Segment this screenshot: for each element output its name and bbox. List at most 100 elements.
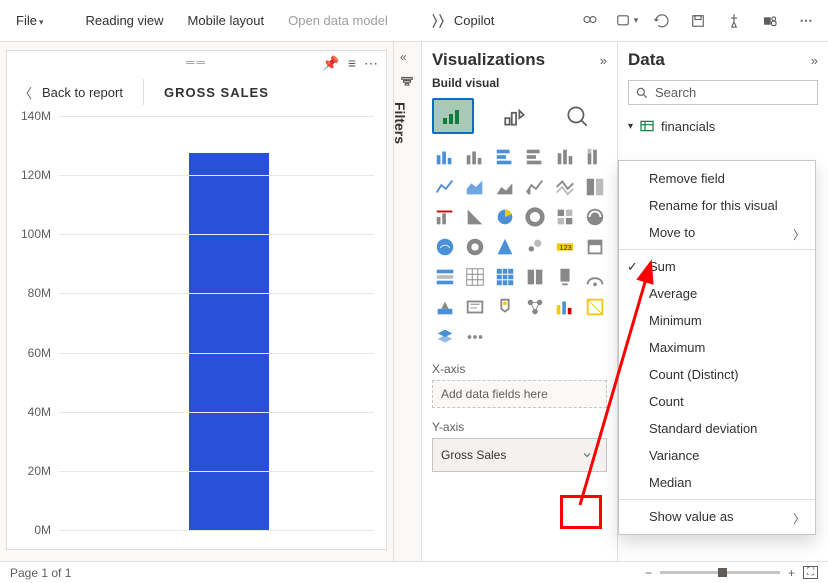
expand-filters-icon[interactable]: «: [400, 50, 407, 64]
visualizations-pane: Visualizations » Build visual 123 X-axis…: [422, 42, 618, 562]
y-axis-field-chip[interactable]: Gross Sales: [432, 438, 607, 472]
visual-type-icon[interactable]: [552, 204, 578, 230]
mobile-layout-button[interactable]: Mobile layout: [178, 9, 275, 32]
menu-average[interactable]: Average: [619, 280, 815, 307]
visual-type-icon[interactable]: [462, 174, 488, 200]
copilot-icon: [428, 11, 448, 31]
menu-variance[interactable]: Variance: [619, 442, 815, 469]
visual-type-icon[interactable]: [462, 294, 488, 320]
pin-icon[interactable]: [718, 5, 750, 37]
visual-type-icon[interactable]: [552, 144, 578, 170]
search-icon: [635, 86, 649, 100]
menu-minimum[interactable]: Minimum: [619, 307, 815, 334]
visual-type-icon[interactable]: [522, 204, 548, 230]
menu-move-to[interactable]: Move to〉: [619, 219, 815, 246]
format-visual-tab[interactable]: [494, 98, 536, 134]
reading-view-button[interactable]: Reading view: [75, 9, 173, 32]
teams-icon[interactable]: [754, 5, 786, 37]
visual-type-icon[interactable]: [432, 324, 458, 350]
collapse-data-icon[interactable]: »: [811, 53, 818, 68]
filters-label: Filters: [392, 102, 408, 144]
table-icon: [639, 118, 655, 134]
visual-type-icon[interactable]: [432, 204, 458, 230]
visual-type-icon[interactable]: [432, 174, 458, 200]
visual-type-icon[interactable]: [492, 264, 518, 290]
visual-type-icon[interactable]: [432, 264, 458, 290]
menu-remove-field[interactable]: Remove field: [619, 165, 815, 192]
filter-visual-icon[interactable]: ≡: [348, 55, 356, 72]
visual-type-icon[interactable]: [552, 294, 578, 320]
chevron-down-icon: ▾: [628, 121, 633, 132]
visual-type-icon[interactable]: [462, 324, 488, 350]
visual-type-icon[interactable]: [432, 234, 458, 260]
chevron-right-icon: 〉: [793, 510, 805, 527]
copilot-button[interactable]: Copilot: [420, 11, 502, 31]
chevron-right-icon: 〉: [793, 226, 805, 243]
app-toolbar: File▾ Reading view Mobile layout Open da…: [0, 0, 828, 42]
visual-type-icon[interactable]: [492, 204, 518, 230]
fit-to-page-button[interactable]: ⛶: [803, 566, 818, 579]
refresh-icon[interactable]: [646, 5, 678, 37]
visual-type-icon[interactable]: [462, 144, 488, 170]
filters-pane-collapsed[interactable]: « Filters: [394, 42, 422, 562]
pin-visual-icon[interactable]: 📌: [322, 55, 339, 72]
menu-sum[interactable]: ✓Sum: [619, 253, 815, 280]
visual-type-icon[interactable]: [552, 264, 578, 290]
zoom-in-button[interactable]: +: [788, 566, 795, 580]
visual-type-icon[interactable]: 123: [552, 234, 578, 260]
visual-type-icon[interactable]: [582, 264, 608, 290]
zoom-slider[interactable]: [660, 571, 780, 574]
menu-median[interactable]: Median: [619, 469, 815, 496]
analytics-tab[interactable]: [556, 98, 598, 134]
visual-type-icon[interactable]: [582, 174, 608, 200]
visual-type-icon[interactable]: [522, 264, 548, 290]
visual-type-icon[interactable]: [522, 234, 548, 260]
menu-count-distinct[interactable]: Count (Distinct): [619, 361, 815, 388]
save-icon[interactable]: [682, 5, 714, 37]
bar[interactable]: [189, 153, 269, 532]
visual-type-icon[interactable]: [582, 234, 608, 260]
viz-pane-title: Visualizations: [432, 50, 545, 70]
visual-type-icon[interactable]: [462, 234, 488, 260]
more-icon[interactable]: ⋯: [790, 5, 822, 37]
bookmark-icon[interactable]: ▾: [610, 5, 642, 37]
back-to-report-button[interactable]: 〈 Back to report: [19, 83, 123, 102]
y-axis-label: Y-axis: [432, 420, 607, 434]
visual-tile[interactable]: ══ 📌 ≡ ⋯ 〈 Back to report GROSS SALES 0M…: [6, 50, 387, 550]
explore-icon[interactable]: [574, 5, 606, 37]
menu-count[interactable]: Count: [619, 388, 815, 415]
visual-type-icon[interactable]: [492, 234, 518, 260]
visual-type-icon[interactable]: [582, 144, 608, 170]
field-context-menu: Remove field Rename for this visual Move…: [618, 160, 816, 535]
visual-type-icon[interactable]: [582, 294, 608, 320]
y-axis-tick: 100M: [15, 227, 51, 241]
visual-more-icon[interactable]: ⋯: [364, 55, 378, 72]
visual-type-icon[interactable]: [582, 204, 608, 230]
table-financials[interactable]: ▾ financials: [628, 115, 818, 137]
visual-type-icon[interactable]: [432, 144, 458, 170]
visual-title: GROSS SALES: [164, 85, 269, 100]
collapse-viz-icon[interactable]: »: [600, 53, 607, 68]
visual-type-icon[interactable]: [462, 204, 488, 230]
file-menu[interactable]: File▾: [6, 9, 53, 32]
zoom-out-button[interactable]: −: [645, 566, 652, 580]
visual-type-icon[interactable]: [552, 174, 578, 200]
field-chip-dropdown[interactable]: [576, 444, 598, 466]
build-visual-tab[interactable]: [432, 98, 474, 134]
visual-type-icon[interactable]: [492, 294, 518, 320]
x-axis-field-well[interactable]: Add data fields here: [432, 380, 607, 408]
visual-type-icon[interactable]: [492, 174, 518, 200]
visual-type-icon[interactable]: [522, 294, 548, 320]
visual-type-icon[interactable]: [462, 264, 488, 290]
menu-rename[interactable]: Rename for this visual: [619, 192, 815, 219]
visual-type-icon[interactable]: [492, 144, 518, 170]
visual-type-icon[interactable]: [522, 144, 548, 170]
data-search-input[interactable]: Search: [628, 80, 818, 105]
x-axis-label: X-axis: [432, 362, 607, 376]
visual-type-icon[interactable]: [522, 174, 548, 200]
menu-show-value-as[interactable]: Show value as〉: [619, 503, 815, 530]
visual-type-icon[interactable]: [432, 294, 458, 320]
menu-maximum[interactable]: Maximum: [619, 334, 815, 361]
menu-stddev[interactable]: Standard deviation: [619, 415, 815, 442]
drag-handle-icon[interactable]: ══: [186, 55, 207, 69]
